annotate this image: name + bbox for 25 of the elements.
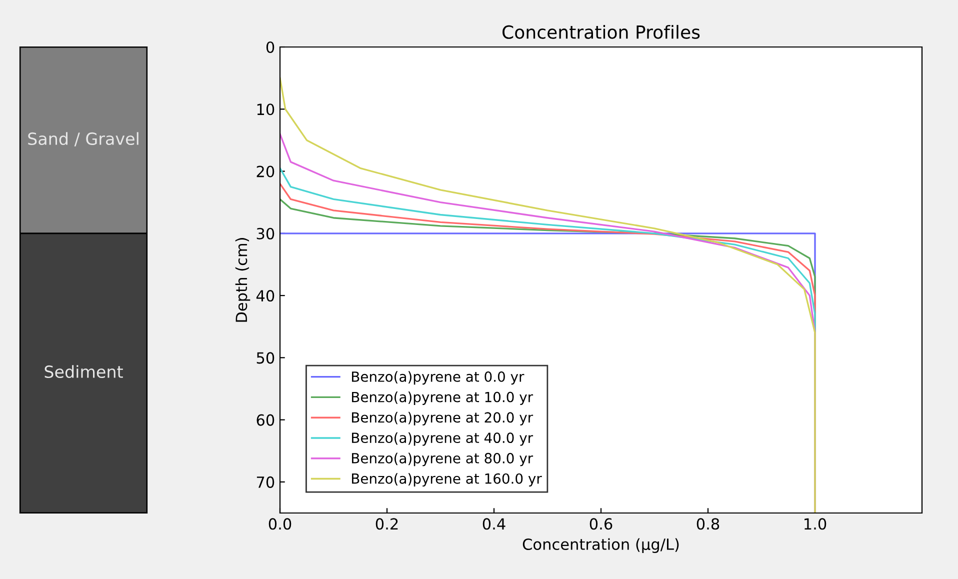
series-label: Sand / Gravel [28,132,138,146]
x-tick-label: 0.0 [268,518,292,530]
y-axis-title: Depth (cm) [235,238,250,322]
legend-label: Benzo(a)pyrene at 0.0 yr [352,371,524,385]
x-axis-title: Concentration (μg/L) [522,538,679,553]
legend-label: Benzo(a)pyrene at 10.0 yr [352,392,534,405]
x-tick-label: 0.8 [696,518,720,530]
legend-label: Benzo(a)pyrene at 80.0 yr [352,452,534,466]
x-tick-label: 0.4 [482,518,506,530]
legend-label: Benzo(a)pyrene at 20.0 yr [352,412,534,426]
y-tick-label: 40 [256,290,274,302]
y-tick-label: 0 [266,41,274,54]
y-tick-label: 20 [256,166,274,178]
x-tick-label: 0.2 [376,518,398,530]
y-tick-label: 10 [257,104,274,116]
x-tick-label: 1.0 [804,518,826,530]
series-label: Sediment [44,365,123,378]
y-tick-label: 60 [256,414,274,426]
x-tick-label: 0.6 [590,518,612,530]
y-tick-label: 50 [256,352,274,364]
y-tick-label: 30 [256,228,274,240]
y-tick-label: 70 [256,476,274,488]
legend-label: Benzo(a)pyrene at 40.0 yr [352,432,534,446]
legend-label: Benzo(a)pyrene at 160.0 yr [352,473,542,487]
chart-title: Concentration Profiles [502,24,700,39]
